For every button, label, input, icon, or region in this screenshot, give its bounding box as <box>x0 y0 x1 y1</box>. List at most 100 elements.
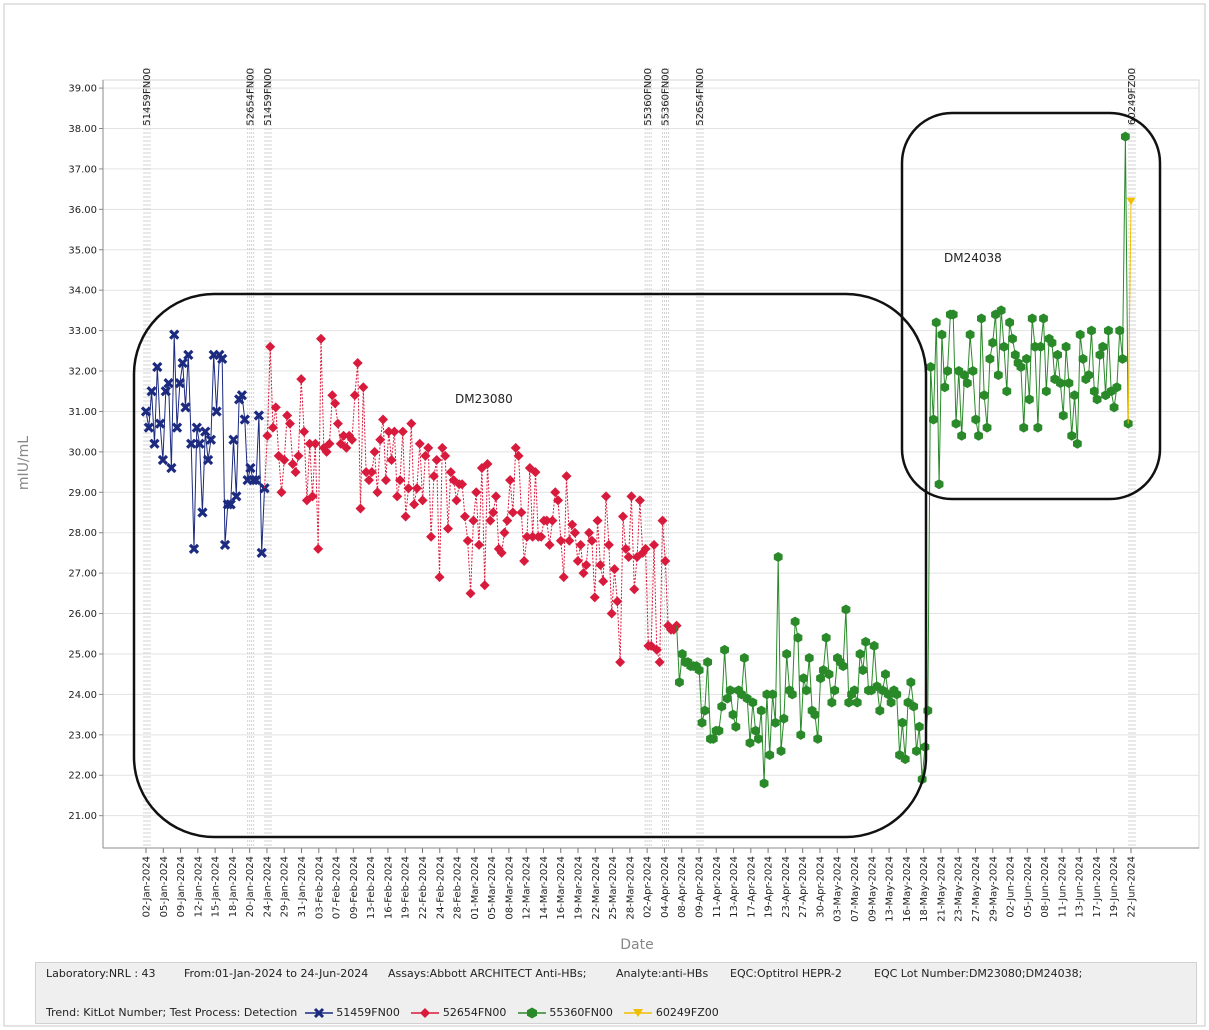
x-tick-label: 15-Jan-2024 <box>211 856 222 917</box>
data-point <box>293 450 304 461</box>
x-tick-label: 18-May-2024 <box>919 856 930 922</box>
data-point <box>634 495 645 506</box>
y-tick-label: 27.00 <box>68 569 97 580</box>
data-point <box>609 564 620 575</box>
data-point <box>519 556 530 567</box>
data-point <box>776 745 786 756</box>
y-tick-label: 30.00 <box>68 447 97 458</box>
data-point <box>561 471 572 482</box>
data-point <box>993 370 1003 381</box>
data-point <box>1075 329 1085 340</box>
data-point <box>869 640 879 651</box>
data-point <box>259 483 270 494</box>
data-point <box>505 475 516 486</box>
data-point <box>617 511 628 522</box>
data-point <box>929 414 938 425</box>
analyte-text: Analyte:anti-HBs <box>616 967 709 980</box>
data-point <box>284 418 295 429</box>
data-point <box>279 454 290 465</box>
data-point <box>225 499 236 510</box>
data-point <box>962 378 972 389</box>
data-point <box>386 454 397 465</box>
data-point <box>276 487 287 498</box>
kit-lot-label: 52654FN00 <box>695 68 706 126</box>
data-point <box>174 378 185 389</box>
x-tick-label: 17-Jun-2024 <box>1092 856 1103 918</box>
data-point <box>897 717 907 728</box>
data-point <box>725 685 735 696</box>
x-tick-label: 24-Feb-2024 <box>435 856 446 919</box>
data-point <box>779 713 789 724</box>
data-point <box>296 374 307 385</box>
data-point <box>499 527 510 538</box>
data-point <box>488 507 499 518</box>
data-point <box>392 491 403 502</box>
data-point <box>606 608 617 619</box>
x-tick-label: 02-Jun-2024 <box>1006 856 1017 918</box>
data-point <box>510 442 521 453</box>
data-point <box>1120 131 1130 142</box>
data-point <box>816 673 825 684</box>
data-point <box>731 721 741 732</box>
x-tick-label: 19-Jun-2024 <box>1109 856 1120 918</box>
data-point <box>1033 422 1043 433</box>
x-tick-label: 27-Apr-2024 <box>798 856 809 918</box>
data-point <box>553 495 564 506</box>
x-tick-label: 16-Feb-2024 <box>383 856 394 919</box>
data-point <box>1053 349 1063 360</box>
data-point <box>830 685 840 696</box>
data-point <box>180 402 191 413</box>
data-point <box>640 543 651 554</box>
data-point <box>321 446 332 457</box>
legend-item-55360fn00: 55360FN00 <box>517 1006 613 1019</box>
data-point <box>567 519 578 530</box>
data-point <box>149 438 160 449</box>
data-point <box>601 491 612 502</box>
data-point <box>541 515 552 526</box>
data-point <box>1056 378 1065 389</box>
x-tick-label: 16-Mar-2024 <box>556 856 567 920</box>
data-point <box>219 539 231 550</box>
data-point <box>465 588 476 599</box>
data-point <box>1019 422 1029 433</box>
data-point <box>979 390 989 401</box>
data-point <box>799 673 809 684</box>
x-tick-label: 24-Jan-2024 <box>262 856 273 917</box>
data-point <box>861 636 871 647</box>
data-point <box>143 422 154 433</box>
data-point <box>838 661 848 672</box>
data-point <box>850 685 859 696</box>
legend-diamond-icon <box>411 1008 440 1018</box>
y-tick-label: 21.00 <box>68 811 97 822</box>
data-point <box>327 390 338 401</box>
data-point <box>660 556 671 567</box>
data-point <box>765 750 775 761</box>
data-point <box>152 361 163 373</box>
data-point <box>790 616 800 627</box>
data-point <box>366 467 377 478</box>
data-point <box>968 366 978 377</box>
data-point <box>1118 353 1127 364</box>
x-tick-label: 17-Apr-2024 <box>746 856 757 918</box>
data-point <box>358 382 369 393</box>
data-point <box>513 450 524 461</box>
filter-summary-row: Laboratory:NRL : 43 From:01-Jan-2024 to … <box>46 967 1186 981</box>
annotation-dm23080: DM23080 <box>455 392 513 406</box>
data-point <box>256 547 267 559</box>
data-point <box>714 725 724 736</box>
trend-text: Trend: KitLot Number; Test Process: Dete… <box>46 1006 298 1019</box>
x-tick-label: 19-Mar-2024 <box>574 856 585 920</box>
data-point <box>558 572 569 583</box>
data-point <box>287 459 298 469</box>
legend-label: 60249FZ00 <box>655 1006 719 1019</box>
legend-hexagon-icon <box>517 1007 546 1019</box>
data-point <box>1005 317 1015 328</box>
data-point <box>363 475 374 486</box>
data-point <box>389 426 400 437</box>
data-point <box>892 689 902 700</box>
plot-area: 21.00 22.00 23.00 24.00 25.00 26.00 27.00 28.00… <box>68 68 1200 922</box>
data-point <box>657 515 668 526</box>
data-point <box>372 487 383 498</box>
data-point <box>462 535 473 546</box>
x-tick-label: 19-Apr-2024 <box>764 856 775 918</box>
